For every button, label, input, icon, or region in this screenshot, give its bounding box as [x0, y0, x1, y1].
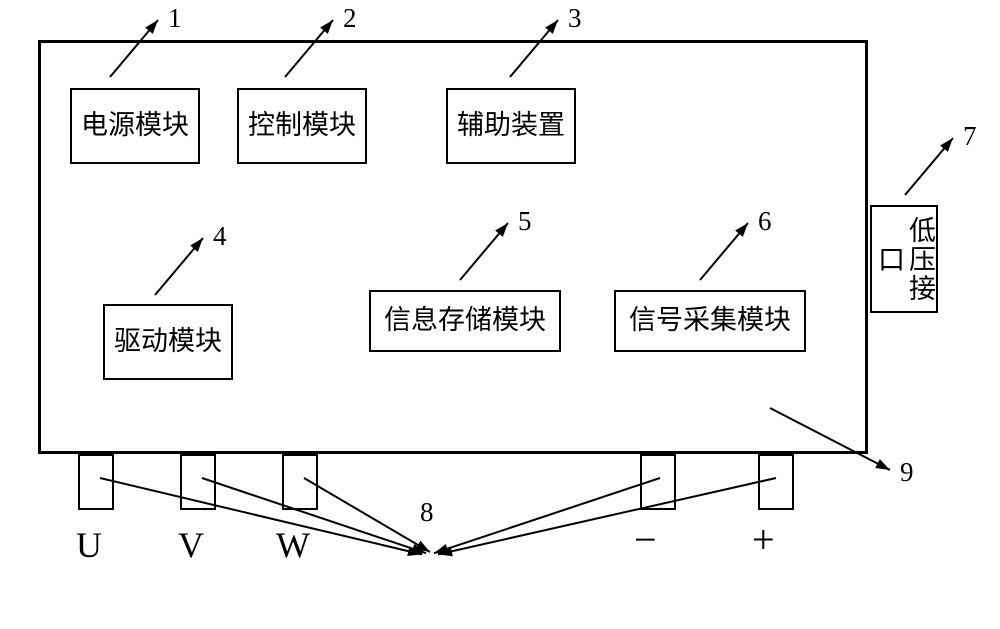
terminal-symbol: W — [276, 524, 310, 566]
terminal-tV — [180, 454, 216, 510]
module-m2: 控制模块 — [237, 88, 367, 164]
module-label: 电源模块 — [81, 110, 189, 141]
terminal-tU — [78, 454, 114, 510]
module-m1: 电源模块 — [70, 88, 200, 164]
module-label: 信息存储模块 — [384, 305, 546, 336]
callout-number: 9 — [900, 457, 914, 487]
terminal-tMinus — [640, 454, 676, 510]
module-m7: 低压接口 — [870, 205, 938, 313]
terminal-symbol: + — [752, 516, 775, 563]
terminal-symbol: − — [634, 516, 657, 563]
callout-number: 7 — [963, 121, 977, 151]
terminal-tW — [282, 454, 318, 510]
module-label: 驱动模块 — [114, 326, 222, 357]
callout-number: 1 — [168, 3, 182, 33]
callout-number: 2 — [343, 3, 357, 33]
callout-number: 3 — [568, 3, 582, 33]
module-label: 辅助装置 — [457, 110, 565, 141]
module-m4: 驱动模块 — [103, 304, 233, 380]
module-m3: 辅助装置 — [446, 88, 576, 164]
terminal-tPlus — [758, 454, 794, 510]
callout-number: 8 — [420, 497, 434, 527]
module-m6: 信号采集模块 — [614, 290, 806, 352]
diagram-canvas: 电源模块 控制模块 辅助装置驱动模块 信息存储模块 信号采集模块 低压接口 U V W − +1 2 3… — [0, 0, 1000, 629]
module-label: 低压接口 — [873, 207, 935, 311]
terminal-symbol: V — [178, 524, 204, 566]
module-label: 控制模块 — [248, 110, 356, 141]
module-label: 信号采集模块 — [629, 305, 791, 336]
terminal-symbol: U — [76, 524, 102, 566]
module-m5: 信息存储模块 — [369, 290, 561, 352]
